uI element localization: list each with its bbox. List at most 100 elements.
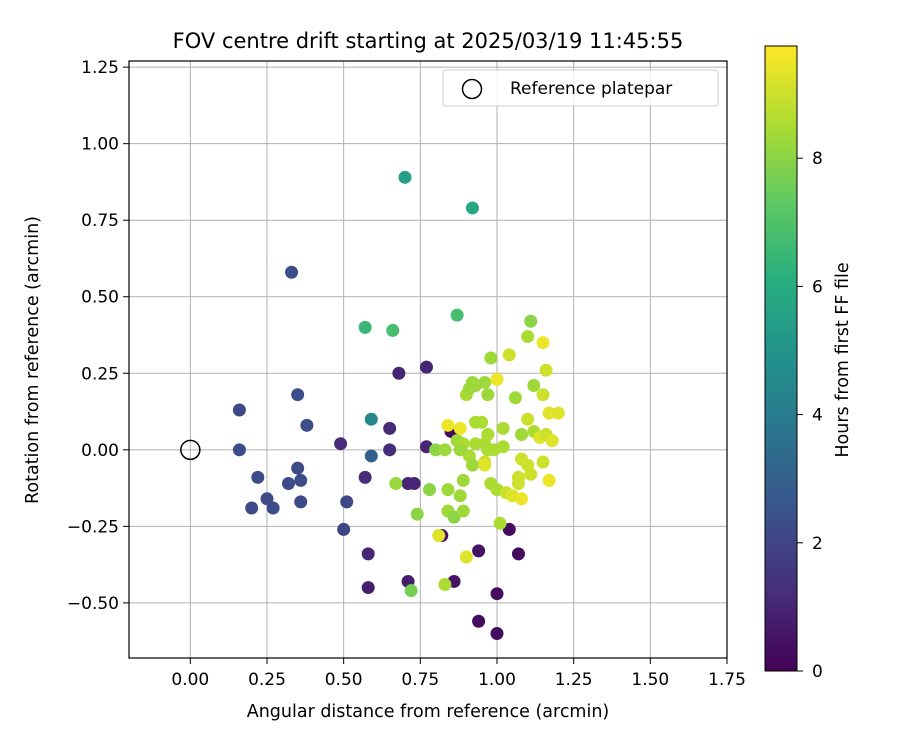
colorbar: 0 2 4 6 8 Hours from first FF file — [764, 45, 853, 682]
y-tick-label: 1.00 — [81, 135, 119, 155]
data-point — [364, 412, 378, 426]
data-point — [232, 443, 246, 457]
data-point — [453, 421, 467, 435]
grid-lines — [129, 61, 728, 658]
reference-marker — [180, 439, 201, 461]
data-point — [536, 336, 550, 350]
data-point — [432, 529, 446, 543]
data-point — [539, 363, 553, 377]
data-point — [521, 330, 535, 344]
data-point — [386, 323, 400, 337]
colorbar-tick-label: 8 — [812, 149, 823, 169]
y-tick-label: 0.50 — [81, 288, 119, 308]
data-point — [337, 522, 351, 536]
legend-marker — [461, 78, 483, 100]
x-axis-ticks: 0.00 0.25 0.50 0.75 1.00 1.25 1.50 1.75 — [171, 658, 746, 690]
data-point — [490, 627, 504, 641]
x-tick-label: 0.00 — [171, 670, 209, 690]
data-point — [358, 320, 372, 334]
data-point — [508, 391, 522, 405]
data-point — [450, 308, 464, 322]
y-tick-label: 0.00 — [81, 441, 119, 461]
data-point — [300, 418, 314, 432]
y-axis-ticks: −0.50 −0.25 0.00 0.25 0.50 0.75 1.00 1.25 — [67, 58, 129, 614]
data-points — [232, 170, 565, 641]
data-point — [524, 314, 538, 328]
data-point — [441, 483, 455, 497]
data-point — [456, 473, 470, 487]
data-point — [551, 406, 565, 420]
data-point — [515, 492, 529, 506]
data-point — [285, 265, 299, 279]
data-point — [502, 522, 516, 536]
data-point — [389, 476, 403, 490]
data-point — [545, 434, 559, 448]
x-tick-label: 1.25 — [555, 670, 593, 690]
data-point — [441, 418, 455, 432]
y-tick-label: −0.25 — [67, 517, 119, 537]
data-point — [542, 406, 556, 420]
data-point — [469, 415, 483, 429]
data-point — [456, 504, 470, 518]
x-axis-label: Angular distance from reference (arcmin) — [247, 702, 610, 722]
data-point — [481, 388, 495, 402]
data-point — [251, 470, 265, 484]
x-tick-label: 1.00 — [478, 670, 516, 690]
chart-title: FOV centre drift starting at 2025/03/19 … — [173, 29, 684, 53]
data-point — [490, 587, 504, 601]
data-point — [364, 449, 378, 463]
colorbar-label: Hours from first FF file — [833, 262, 853, 457]
y-tick-label: 1.25 — [81, 58, 119, 78]
data-point — [294, 473, 308, 487]
data-point — [294, 495, 308, 509]
data-point — [472, 614, 486, 628]
data-point — [478, 375, 492, 389]
data-point — [281, 476, 295, 490]
data-point — [358, 470, 372, 484]
data-point — [511, 547, 525, 561]
data-point — [340, 495, 354, 509]
data-point — [465, 458, 479, 472]
data-point — [524, 467, 538, 481]
x-tick-label: 0.25 — [248, 670, 286, 690]
y-tick-label: −0.50 — [67, 594, 119, 614]
data-point — [334, 437, 348, 451]
data-point — [398, 170, 412, 184]
legend: Reference platepar — [442, 69, 719, 107]
data-point — [407, 476, 421, 490]
x-tick-label: 1.75 — [708, 670, 746, 690]
data-point — [361, 581, 375, 595]
colorbar-ticks: 0 2 4 6 8 — [797, 149, 823, 682]
data-point — [453, 443, 467, 457]
data-point — [232, 403, 246, 417]
x-tick-label: 1.50 — [631, 670, 669, 690]
data-point — [481, 443, 495, 457]
data-point — [527, 379, 541, 393]
data-point — [383, 421, 397, 435]
legend-label: Reference platepar — [510, 79, 672, 99]
data-point — [438, 443, 452, 457]
data-point — [511, 470, 525, 484]
colorbar-tick-label: 4 — [812, 406, 823, 426]
data-point — [469, 437, 483, 451]
data-point — [245, 501, 259, 515]
data-point — [459, 550, 473, 564]
data-point — [404, 584, 418, 598]
data-point — [465, 201, 479, 215]
colorbar-tick-label: 6 — [812, 277, 823, 297]
data-point — [484, 351, 498, 365]
data-point — [266, 501, 280, 515]
data-point — [472, 544, 486, 558]
data-point — [496, 421, 510, 435]
y-axis-label: Rotation from reference (arcmin) — [23, 216, 43, 504]
data-point — [478, 458, 492, 472]
x-tick-label: 0.75 — [401, 670, 439, 690]
data-point — [423, 483, 437, 497]
colorbar-tick-label: 0 — [812, 662, 823, 682]
x-tick-label: 0.50 — [325, 670, 363, 690]
data-point — [521, 412, 535, 426]
data-point — [515, 428, 529, 442]
y-tick-label: 0.25 — [81, 364, 119, 384]
colorbar-gradient — [764, 45, 798, 672]
